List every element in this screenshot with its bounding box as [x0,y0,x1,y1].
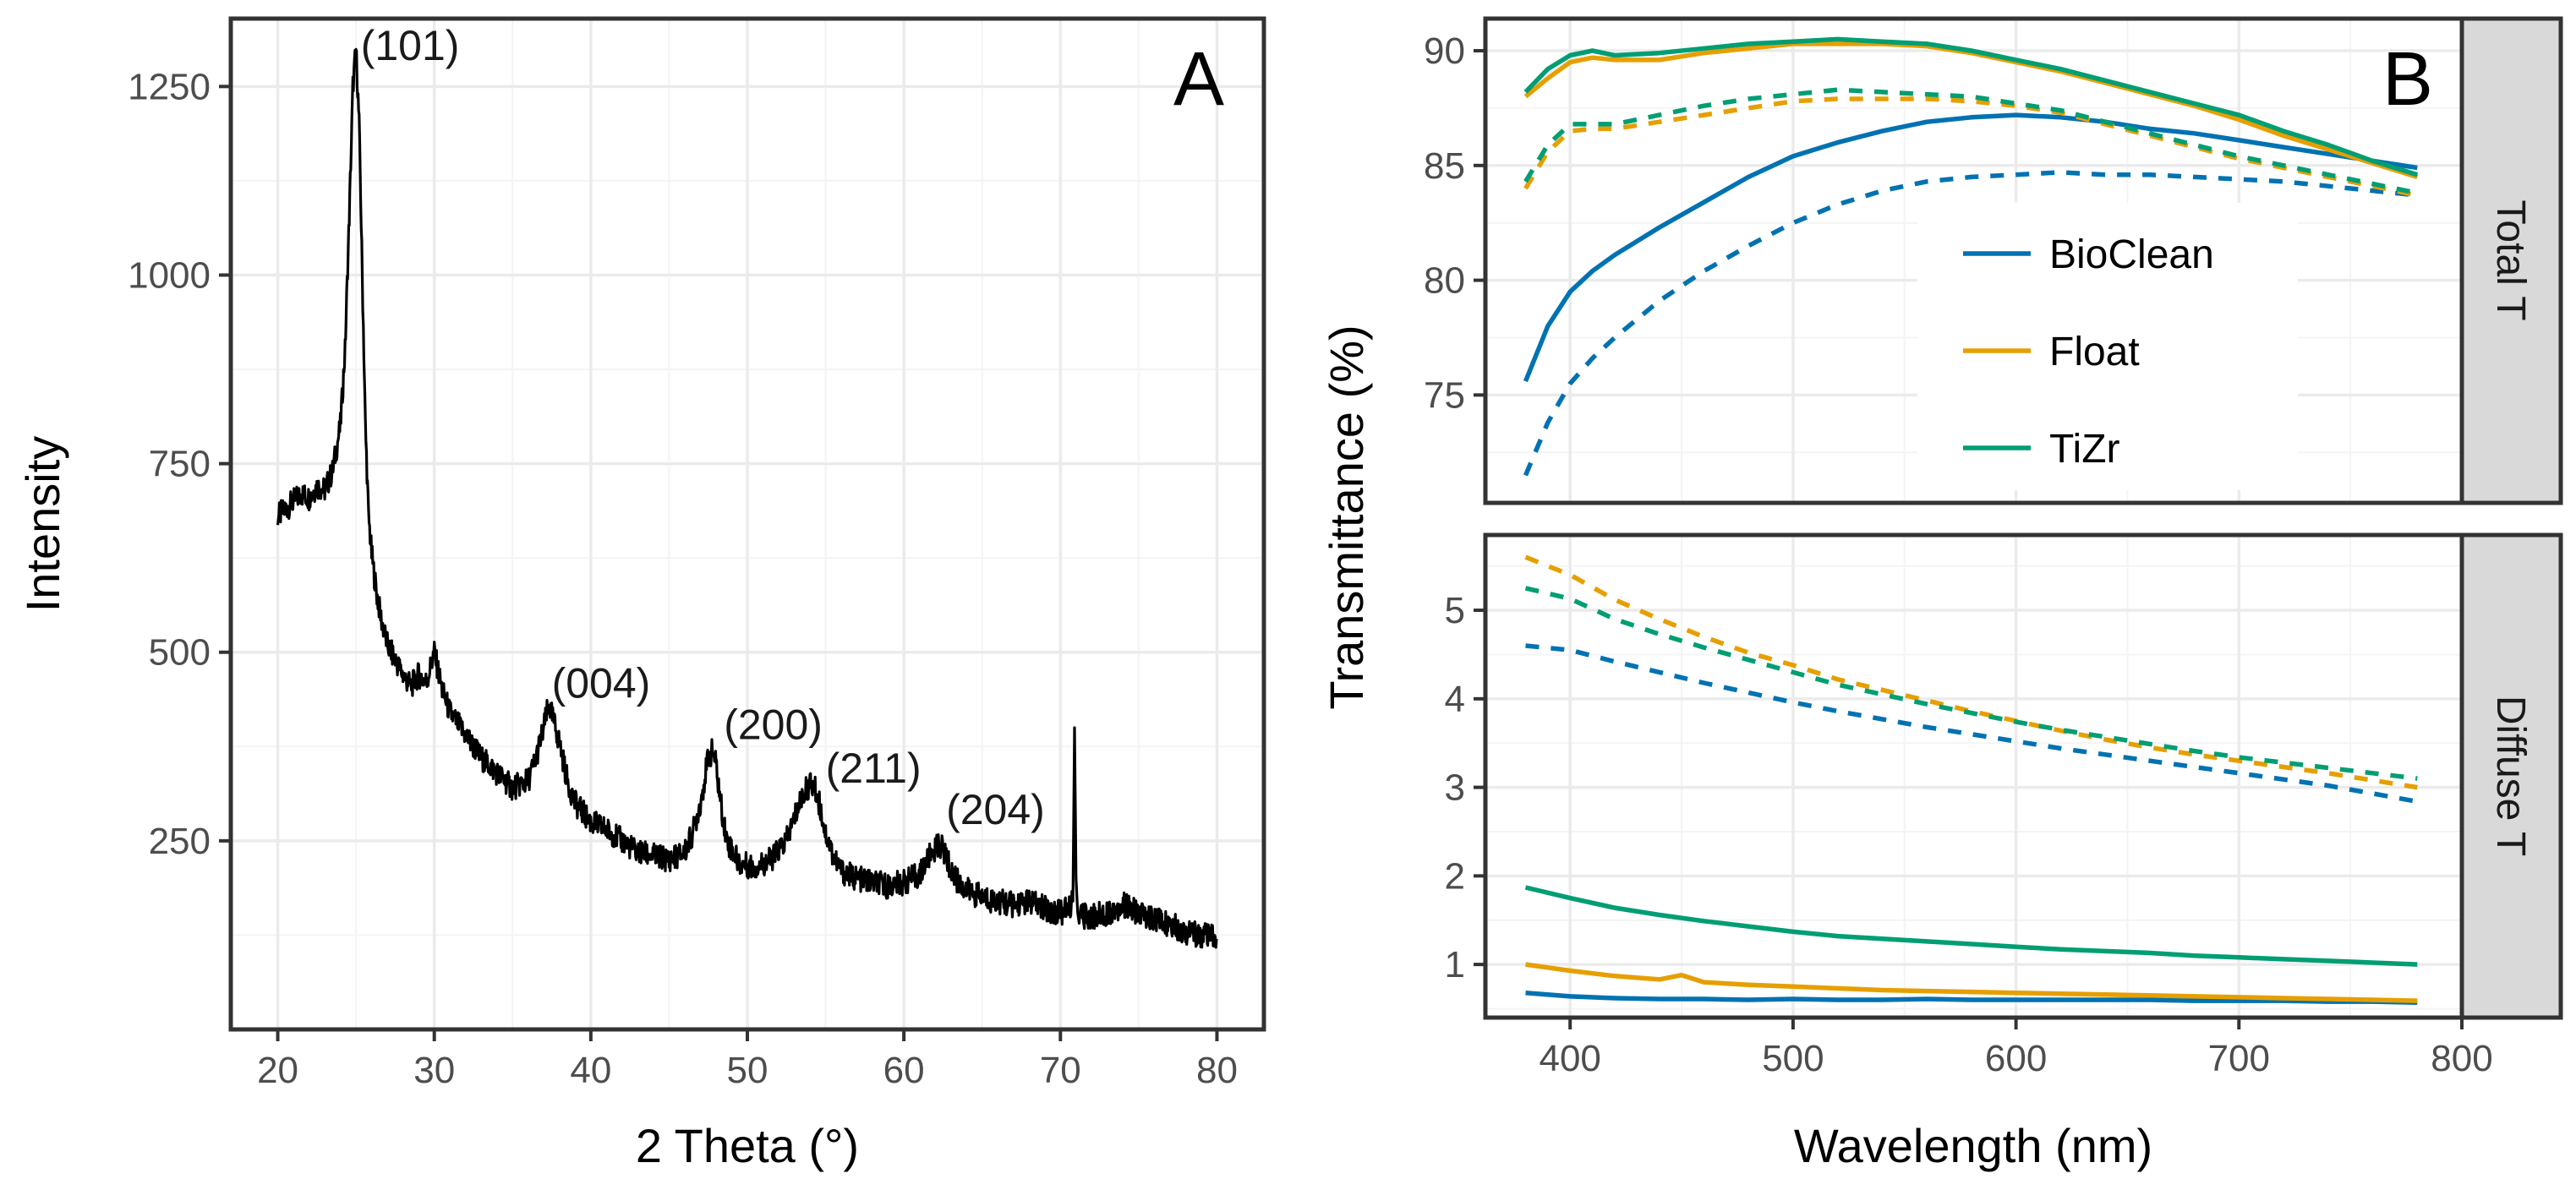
b-x-tick-label: 400 [1539,1038,1600,1079]
panel-b-series [1523,36,2419,1005]
xrd-pattern-line [276,47,1218,949]
facet-strip-diffuse [2459,532,2563,1020]
b-x-tick-label: 800 [2431,1038,2492,1079]
series-float-solid [1525,962,2418,1003]
facet-strip-total [2459,16,2563,505]
panel-b-letter: B [2382,37,2433,122]
b-y-tick-label: 80 [1424,260,1465,302]
panel-a-y-axis-title: Intensity [16,436,69,613]
panel-b-x-axis-title: Wavelength (nm) [1794,1119,2152,1172]
a-y-tick-label: 750 [149,444,211,485]
b-y-tick-label: 90 [1424,30,1465,72]
panel-a-x-axis-title: 2 Theta (°) [636,1119,859,1172]
panel-a-grid [231,19,1264,1029]
b-y-tick-label: 75 [1424,374,1465,416]
b-y-tick-label: 5 [1445,590,1465,631]
peak-label: (004) [552,659,651,707]
b-x-tick-label: 500 [1762,1038,1824,1079]
legend-label-float: Float [2049,330,2140,374]
a-x-tick-label: 70 [1040,1050,1081,1091]
b-x-tick-label: 600 [1985,1038,2047,1079]
legend-label-bioclean: BioClean [2049,232,2214,277]
panel-b-legend: BioClean Float TiZr [1917,203,2298,490]
a-y-tick-label: 1250 [128,66,211,107]
peak-label: (204) [946,786,1045,833]
facet-strip-total-label: Total T [2488,199,2533,320]
b-y-tick-label: 2 [1445,855,1465,897]
panel-a-peak-labels: (101) (004) (200)(211) (204) [361,22,1045,833]
series-bioclean-dashed [1523,170,2418,477]
panel-a-y-axis: 250 500 750 1000 1250 [128,66,231,862]
series-float-dashed [1524,554,2418,790]
series-tizr-solid [1524,885,2418,967]
series-bioclean-solid [1523,112,2418,383]
b-y-tick-label: 85 [1424,145,1465,187]
a-y-tick-label: 250 [149,821,211,862]
a-y-tick-label: 1000 [128,254,211,296]
panel-a-x-axis: 20 30 40 50 60 70 80 [257,1029,1238,1091]
b-y-tick-label: 3 [1445,767,1465,809]
series-tizr-dashed [1523,87,2418,196]
peak-label: (211) [826,745,922,792]
a-x-tick-label: 40 [570,1050,611,1091]
panel-b-x-axis: 400 500 600 700 800 [1539,1018,2493,1079]
series-tizr-dashed [1524,586,2418,781]
panel-a-letter: A [1173,37,1224,122]
b-y-tick-label: 4 [1445,679,1465,720]
panel-b-grid [1485,19,2464,1018]
a-x-tick-label: 80 [1196,1050,1238,1091]
b-y-tick-label: 1 [1445,944,1465,985]
facet-strip-diffuse-label: Diffuse T [2488,696,2533,856]
a-x-tick-label: 50 [727,1050,768,1091]
b-x-tick-label: 700 [2208,1038,2270,1079]
peak-label: (101) [361,22,460,69]
panel-a-xrd: (101) (004) (200)(211) (204) 20 30 40 50 60 70 80… [16,16,1266,1172]
legend-background [1917,203,2298,490]
a-x-tick-label: 60 [883,1050,925,1091]
panel-b-y-axis-title: Transmittance (%) [1320,325,1373,709]
a-x-tick-label: 20 [257,1050,298,1091]
a-y-tick-label: 500 [149,632,211,674]
legend-label-tizr: TiZr [2049,427,2120,472]
panel-b-transmittance: BioClean Float TiZr Total T Diffuse T 400 5… [1320,16,2563,1172]
series-bioclean-solid [1525,990,2418,1005]
series-tizr-solid [1523,36,2419,177]
a-x-tick-label: 30 [413,1050,455,1091]
panel-a-series [276,47,1218,949]
panel-b-y-axis: 75 80 85 90 1 2 3 4 5 [1424,30,1485,985]
peak-label: (200) [724,701,823,748]
